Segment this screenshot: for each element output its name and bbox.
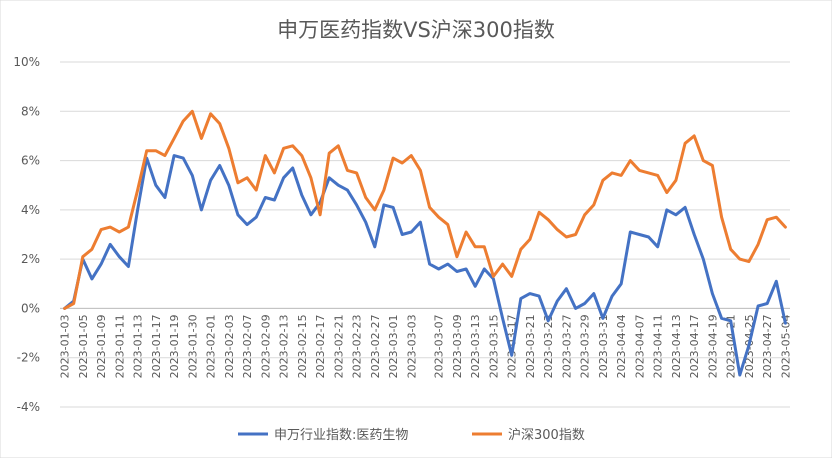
x-tick-label: 2023-03-07 (433, 314, 446, 378)
y-tick-label: 10% (13, 55, 40, 69)
y-tick-label: 2% (21, 252, 40, 266)
x-tick-label: 2023-02-03 (223, 314, 236, 378)
x-tick-label: 2023-04-21 (725, 314, 738, 378)
y-tick-label: -2% (17, 351, 40, 365)
x-tick-label: 2023-02-21 (332, 314, 345, 378)
y-axis-ticks: -4% -2% 0% 2% 4% 6% 8% 10% (13, 55, 40, 414)
x-tick-label: 2023-01-11 (113, 314, 126, 378)
y-tick-label: 8% (21, 104, 40, 118)
x-tick-label: 2023-04-04 (615, 314, 628, 378)
x-tick-label: 2023-02-23 (351, 314, 364, 378)
series-line-1 (63, 154, 787, 377)
x-tick-label: 2023-04-27 (761, 314, 774, 378)
x-tick-label: 2023-02-09 (259, 314, 272, 378)
x-tick-label: 2023-02-17 (314, 314, 327, 378)
x-tick-label: 2023-03-03 (405, 314, 418, 378)
series-line-2 (63, 109, 787, 310)
chart-title: 申万医药指数VS沪深300指数 (277, 18, 555, 42)
x-tick-label: 2023-04-11 (652, 314, 665, 378)
y-tick-label: 4% (21, 203, 40, 217)
x-tick-label: 2023-01-19 (168, 314, 181, 378)
x-tick-label: 2023-03-23 (542, 314, 555, 378)
legend-label-series-1: 申万行业指数:医药生物 (274, 428, 408, 443)
x-tick-label: 2023-04-07 (633, 314, 646, 378)
x-tick-label: 2023-03-09 (451, 314, 464, 378)
x-tick-label: 2023-01-05 (77, 314, 90, 378)
legend: 申万行业指数:医药生物 沪深300指数 (238, 427, 585, 443)
x-tick-label: 2023-01-03 (59, 314, 72, 378)
x-tick-label: 2023-04-19 (706, 314, 719, 378)
x-tick-label: 2023-03-27 (560, 314, 573, 378)
x-tick-label: 2023-03-29 (579, 314, 592, 378)
x-tick-label: 2023-01-17 (150, 314, 163, 378)
x-tick-label: 2023-03-15 (487, 314, 500, 378)
x-tick-label: 2023-02-01 (205, 314, 218, 378)
x-axis-ticks: 2023-01-03 2023-01-05 2023-01-09 2023-01-11… (59, 314, 793, 378)
series-lines (63, 109, 787, 377)
legend-label-series-2: 沪深300指数 (508, 427, 585, 443)
x-tick-label: 2023-02-15 (296, 314, 309, 378)
x-tick-label: 2023-05-04 (779, 314, 792, 378)
x-tick-label: 2023-01-09 (95, 314, 108, 378)
y-tick-label: 6% (21, 154, 40, 168)
x-tick-label: 2023-04-13 (670, 314, 683, 378)
y-tick-label: 0% (21, 301, 40, 315)
x-tick-label: 2023-03-21 (524, 314, 537, 378)
x-tick-label: 2023-04-17 (688, 314, 701, 378)
x-tick-label: 2023-02-13 (278, 314, 291, 378)
x-tick-label: 2023-03-13 (469, 314, 482, 378)
x-tick-label: 2023-02-27 (369, 314, 382, 378)
x-tick-label: 2023-02-07 (241, 314, 254, 378)
x-tick-label: 2023-01-30 (186, 314, 199, 378)
x-tick-label: 2023-03-01 (387, 314, 400, 378)
x-tick-label: 2023-01-13 (132, 314, 145, 378)
y-tick-label: -4% (17, 400, 40, 414)
x-tick-label: 2023-03-31 (597, 314, 610, 378)
gridlines (60, 61, 790, 408)
